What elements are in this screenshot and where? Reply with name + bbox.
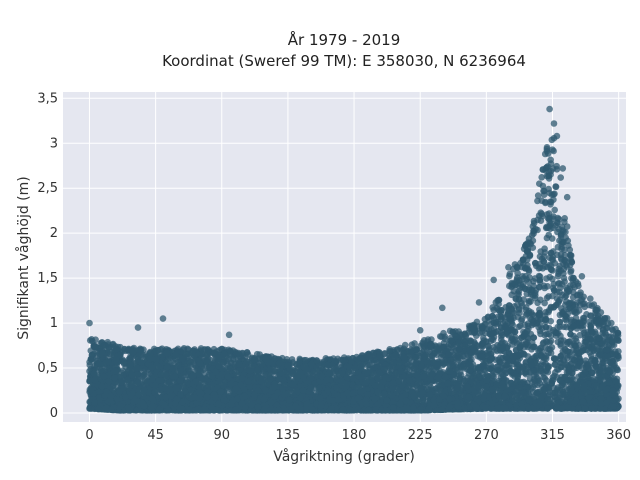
data-point	[506, 282, 513, 290]
data-point	[556, 289, 563, 296]
data-point	[540, 191, 548, 198]
data-point	[497, 329, 505, 337]
data-point	[549, 275, 556, 283]
data-point	[401, 341, 409, 349]
chart-title-line1: År 1979 - 2019	[288, 30, 401, 49]
chart-title-line2: Koordinat (Sweref 99 TM): E 358030, N 62…	[162, 52, 526, 70]
data-point	[536, 253, 544, 260]
data-point	[120, 359, 127, 366]
data-point	[603, 315, 611, 322]
data-point	[542, 198, 549, 206]
data-points	[86, 105, 622, 414]
data-point	[557, 174, 564, 181]
data-point	[411, 340, 418, 347]
data-point	[536, 306, 543, 313]
data-point	[543, 275, 550, 282]
data-point	[476, 373, 483, 381]
data-point	[587, 295, 594, 303]
data-point	[386, 346, 394, 353]
data-point	[553, 166, 561, 173]
data-point	[538, 174, 545, 181]
data-point	[551, 206, 558, 214]
data-point	[543, 338, 551, 346]
